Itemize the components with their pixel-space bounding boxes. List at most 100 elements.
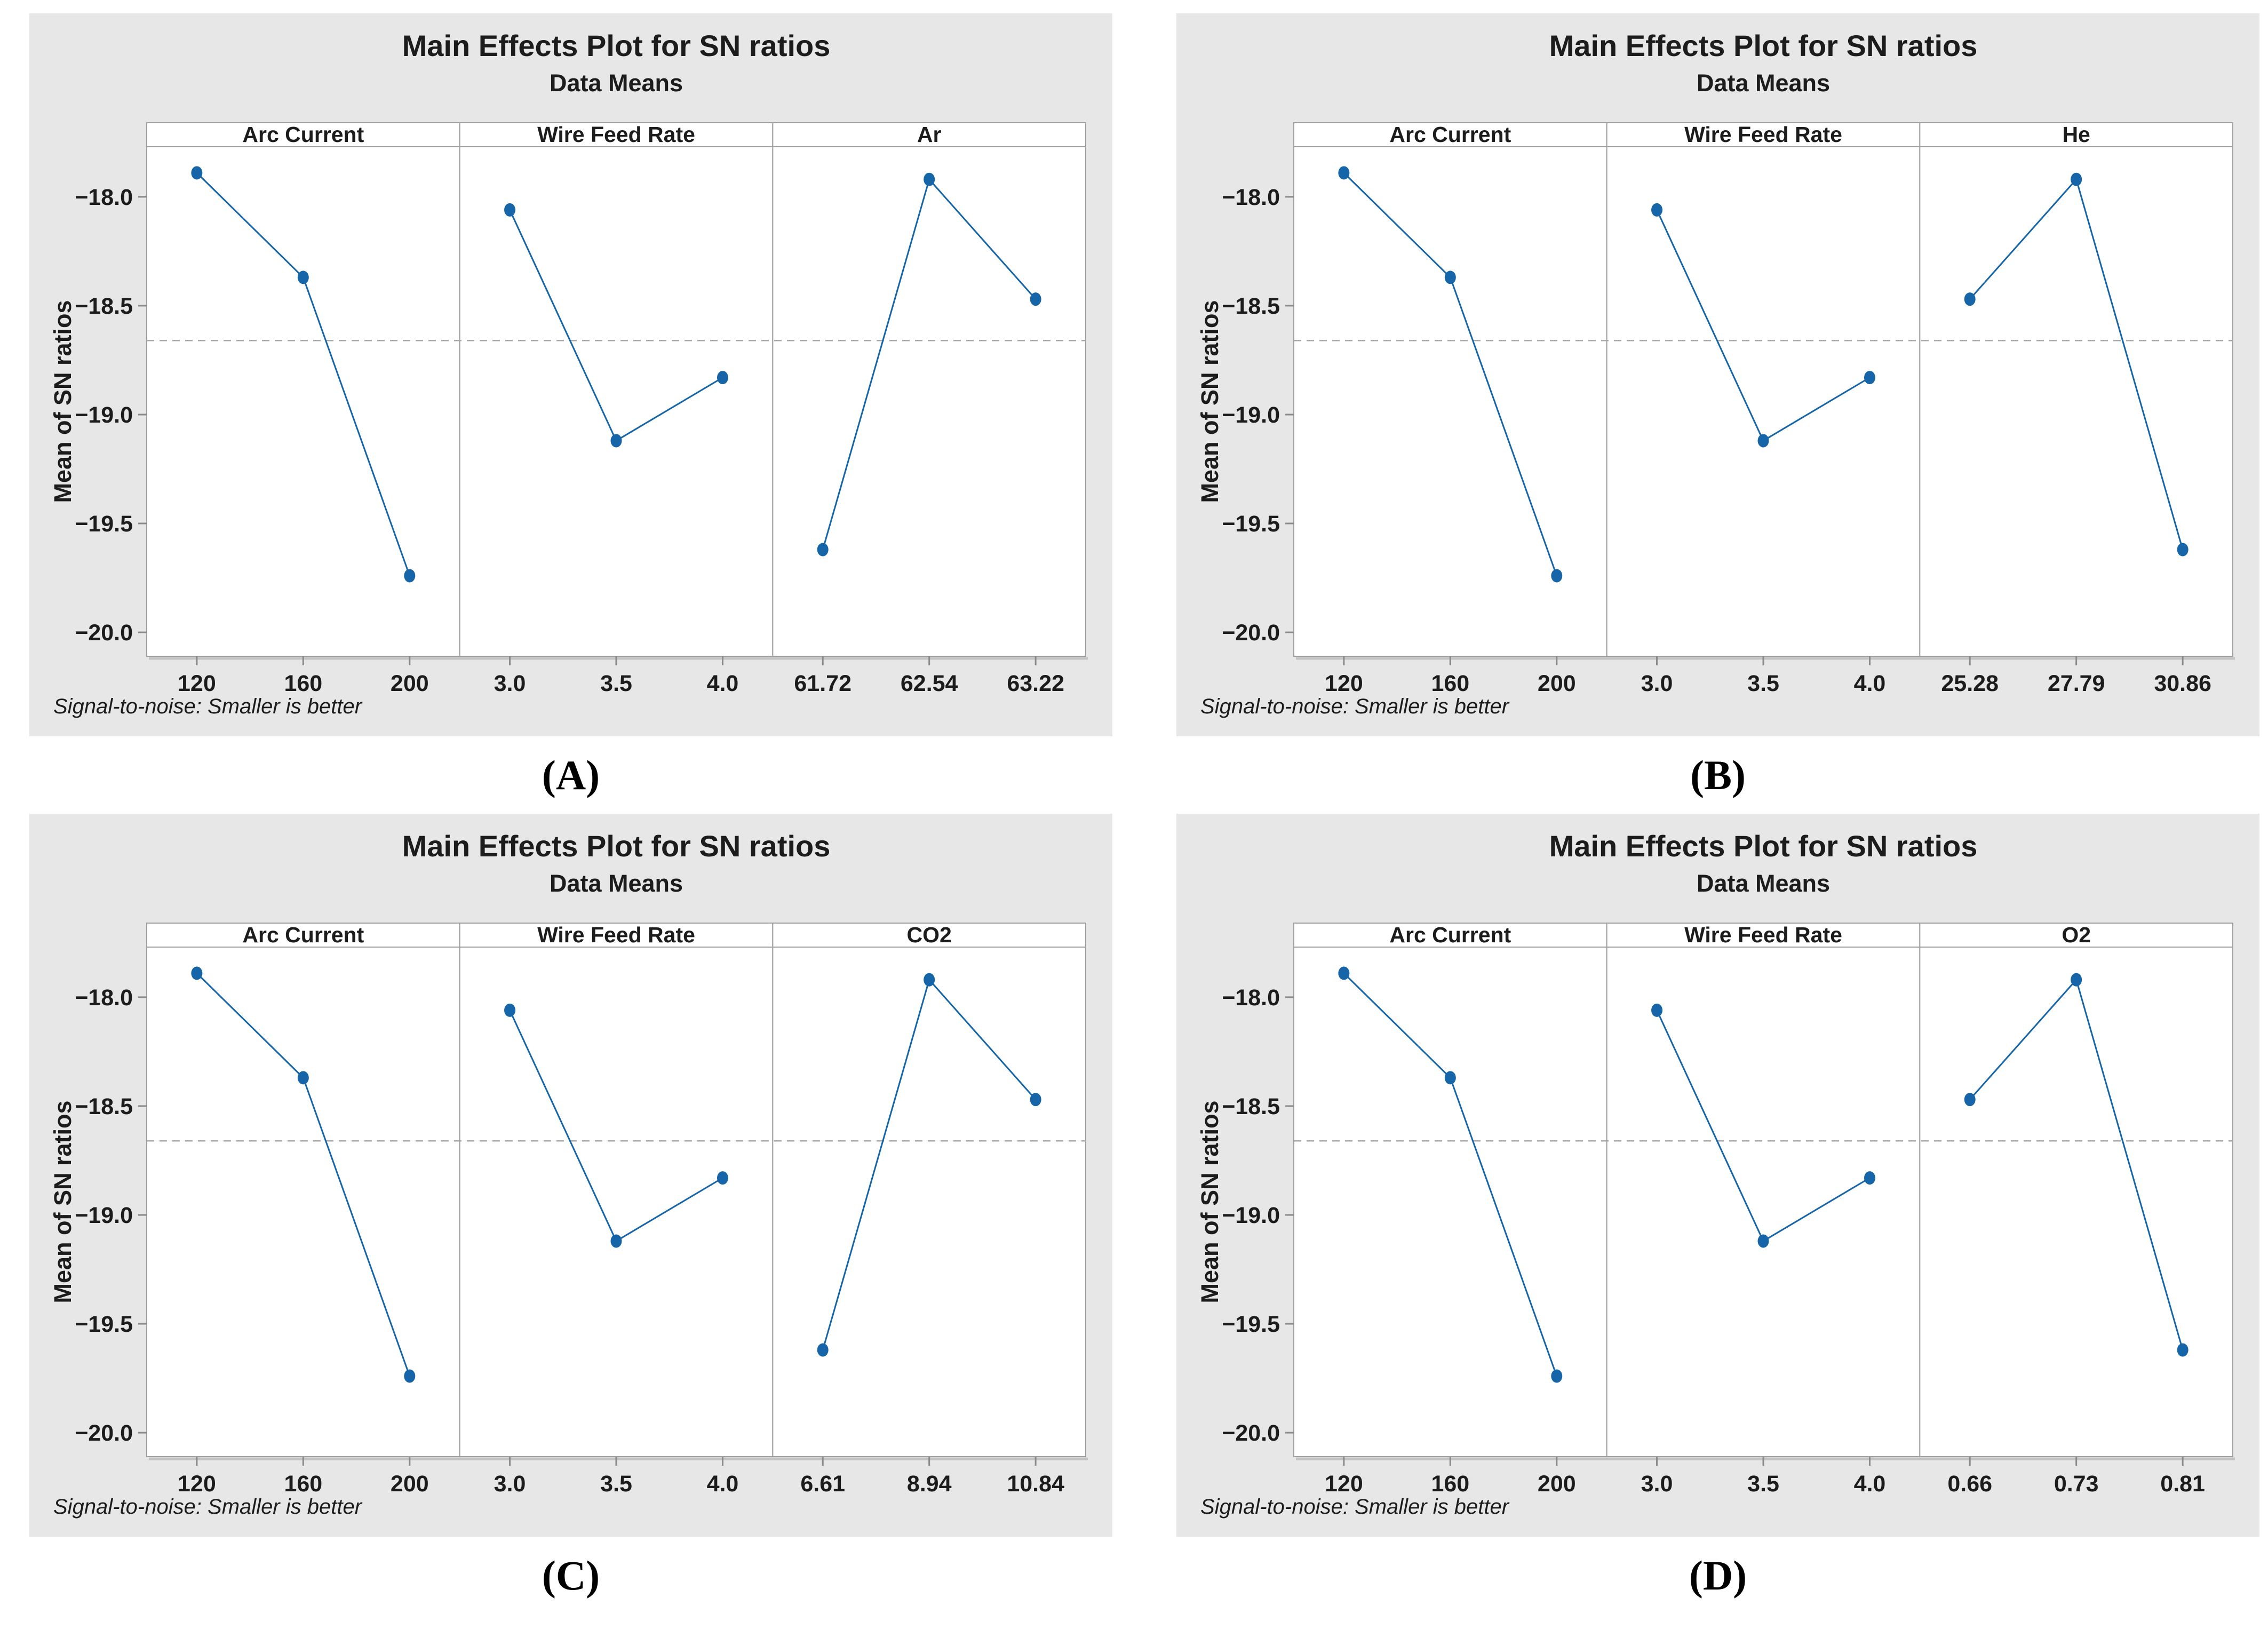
x-tick-label: 30.86 bbox=[2154, 671, 2211, 696]
panel-header-label-2: Ar bbox=[917, 122, 942, 147]
x-tick-label: 200 bbox=[391, 1471, 429, 1497]
x-tick-label: 61.72 bbox=[794, 671, 852, 696]
y-tick-label: −19.0 bbox=[75, 402, 133, 428]
main-effects-plot-A: Main Effects Plot for SN ratios Data Mean… bbox=[29, 13, 1112, 736]
panel-header-label-2: He bbox=[2062, 122, 2090, 147]
x-tick-label: 200 bbox=[1538, 1471, 1576, 1497]
x-tick-label: 3.0 bbox=[494, 1471, 526, 1497]
y-tick-label: −18.5 bbox=[1222, 293, 1280, 319]
x-tick-label: 4.0 bbox=[707, 1471, 739, 1497]
x-tick-label: 6.61 bbox=[800, 1471, 845, 1497]
y-tick-label: −18.0 bbox=[1222, 185, 1280, 210]
panel-2 bbox=[772, 146, 1087, 657]
chart-footnote: Signal-to-noise: Smaller is better bbox=[53, 695, 363, 718]
panel-header-label-2: CO2 bbox=[907, 923, 952, 947]
caption-a: (A) bbox=[29, 736, 1112, 814]
panel-header-label-0: Arc Current bbox=[1389, 923, 1511, 947]
y-tick-label: −19.0 bbox=[1222, 402, 1280, 428]
caption-c-label: (C) bbox=[542, 1552, 600, 1599]
x-tick-label: 160 bbox=[1431, 1471, 1469, 1497]
chart-subtitle: Data Means bbox=[1697, 69, 1830, 97]
x-tick-label: 4.0 bbox=[1854, 671, 1886, 696]
panel-header-0 bbox=[146, 923, 460, 948]
y-axis-label: Mean of SN ratios bbox=[1196, 300, 1223, 503]
data-point bbox=[1551, 569, 1563, 583]
data-point bbox=[924, 172, 935, 186]
y-tick-label: −18.5 bbox=[1222, 1094, 1280, 1119]
panel-header-1 bbox=[1606, 923, 1921, 948]
chart-a: Main Effects Plot for SN ratios Data Mean… bbox=[29, 13, 1112, 736]
data-point bbox=[1551, 1369, 1563, 1383]
data-point bbox=[1444, 1071, 1456, 1085]
x-tick-label: 120 bbox=[1325, 671, 1363, 696]
x-tick-label: 3.5 bbox=[1747, 1471, 1779, 1497]
y-axis-label: Mean of SN ratios bbox=[1196, 1100, 1223, 1303]
y-axis-label: Mean of SN ratios bbox=[49, 1100, 76, 1303]
x-tick-label: 3.5 bbox=[600, 1471, 632, 1497]
panel-header-label-0: Arc Current bbox=[242, 122, 364, 147]
chart-title: Main Effects Plot for SN ratios bbox=[402, 829, 831, 863]
chart-footnote: Signal-to-noise: Smaller is better bbox=[1200, 695, 1510, 718]
panel-2 bbox=[1919, 146, 2234, 657]
x-tick-label: 3.0 bbox=[1641, 671, 1673, 696]
data-point bbox=[1444, 271, 1456, 284]
y-tick-label: −18.0 bbox=[75, 985, 133, 1011]
data-point bbox=[191, 966, 203, 980]
figure-grid: Main Effects Plot for SN ratios Data Mean… bbox=[29, 13, 2259, 1637]
data-point bbox=[1964, 292, 1976, 306]
y-axis-label: Mean of SN ratios bbox=[49, 300, 76, 503]
x-tick-label: 3.0 bbox=[1641, 1471, 1673, 1497]
chart-footnote: Signal-to-noise: Smaller is better bbox=[53, 1495, 363, 1519]
y-tick-label: −20.0 bbox=[75, 620, 133, 646]
panel-header-label-2: O2 bbox=[2062, 923, 2091, 947]
data-point bbox=[610, 434, 622, 448]
panel-header-label-0: Arc Current bbox=[242, 923, 364, 947]
y-tick-label: −19.5 bbox=[75, 1312, 133, 1337]
x-tick-label: 0.73 bbox=[2054, 1471, 2099, 1497]
data-point bbox=[504, 203, 516, 217]
data-point bbox=[924, 973, 935, 987]
panel-header-1 bbox=[1606, 122, 1921, 147]
panel-1 bbox=[459, 947, 774, 1457]
y-tick-label: −19.5 bbox=[75, 511, 133, 537]
x-tick-label: 3.0 bbox=[494, 671, 526, 696]
data-point bbox=[1864, 1171, 1875, 1185]
data-point bbox=[817, 543, 829, 557]
data-point bbox=[404, 1369, 416, 1383]
data-point bbox=[1030, 1093, 1041, 1107]
x-tick-label: 4.0 bbox=[707, 671, 739, 696]
data-point bbox=[717, 371, 728, 385]
panel-header-0 bbox=[1293, 122, 1608, 147]
x-tick-label: 0.81 bbox=[2160, 1471, 2205, 1497]
chart-subtitle: Data Means bbox=[1697, 870, 1830, 897]
x-tick-label: 25.28 bbox=[1941, 671, 1999, 696]
data-point bbox=[1757, 434, 1769, 448]
x-tick-label: 27.79 bbox=[2048, 671, 2105, 696]
panel-header-label-1: Wire Feed Rate bbox=[1684, 923, 1842, 947]
x-tick-label: 120 bbox=[178, 671, 216, 696]
caption-c: (C) bbox=[29, 1537, 1112, 1637]
x-tick-label: 160 bbox=[1431, 671, 1469, 696]
y-tick-label: −20.0 bbox=[75, 1420, 133, 1446]
y-tick-label: −19.0 bbox=[75, 1203, 133, 1228]
chart-subtitle: Data Means bbox=[550, 870, 683, 897]
x-tick-label: 160 bbox=[284, 671, 322, 696]
data-point bbox=[610, 1234, 622, 1248]
panel-header-2 bbox=[772, 923, 1087, 948]
data-point bbox=[1030, 292, 1041, 306]
x-tick-label: 62.54 bbox=[901, 671, 958, 696]
chart-title: Main Effects Plot for SN ratios bbox=[402, 29, 831, 62]
y-tick-label: −18.5 bbox=[75, 1094, 133, 1119]
data-point bbox=[1964, 1093, 1976, 1107]
data-point bbox=[1338, 166, 1350, 180]
x-tick-label: 200 bbox=[391, 671, 429, 696]
data-point bbox=[191, 166, 203, 180]
main-effects-plot-B: Main Effects Plot for SN ratios Data Mean… bbox=[1176, 13, 2259, 736]
panel-header-label-1: Wire Feed Rate bbox=[537, 923, 695, 947]
x-tick-label: 200 bbox=[1538, 671, 1576, 696]
x-tick-label: 0.66 bbox=[1947, 1471, 1992, 1497]
x-tick-label: 3.5 bbox=[1747, 671, 1779, 696]
panel-header-2 bbox=[1919, 923, 2234, 948]
panel-1 bbox=[459, 146, 774, 657]
